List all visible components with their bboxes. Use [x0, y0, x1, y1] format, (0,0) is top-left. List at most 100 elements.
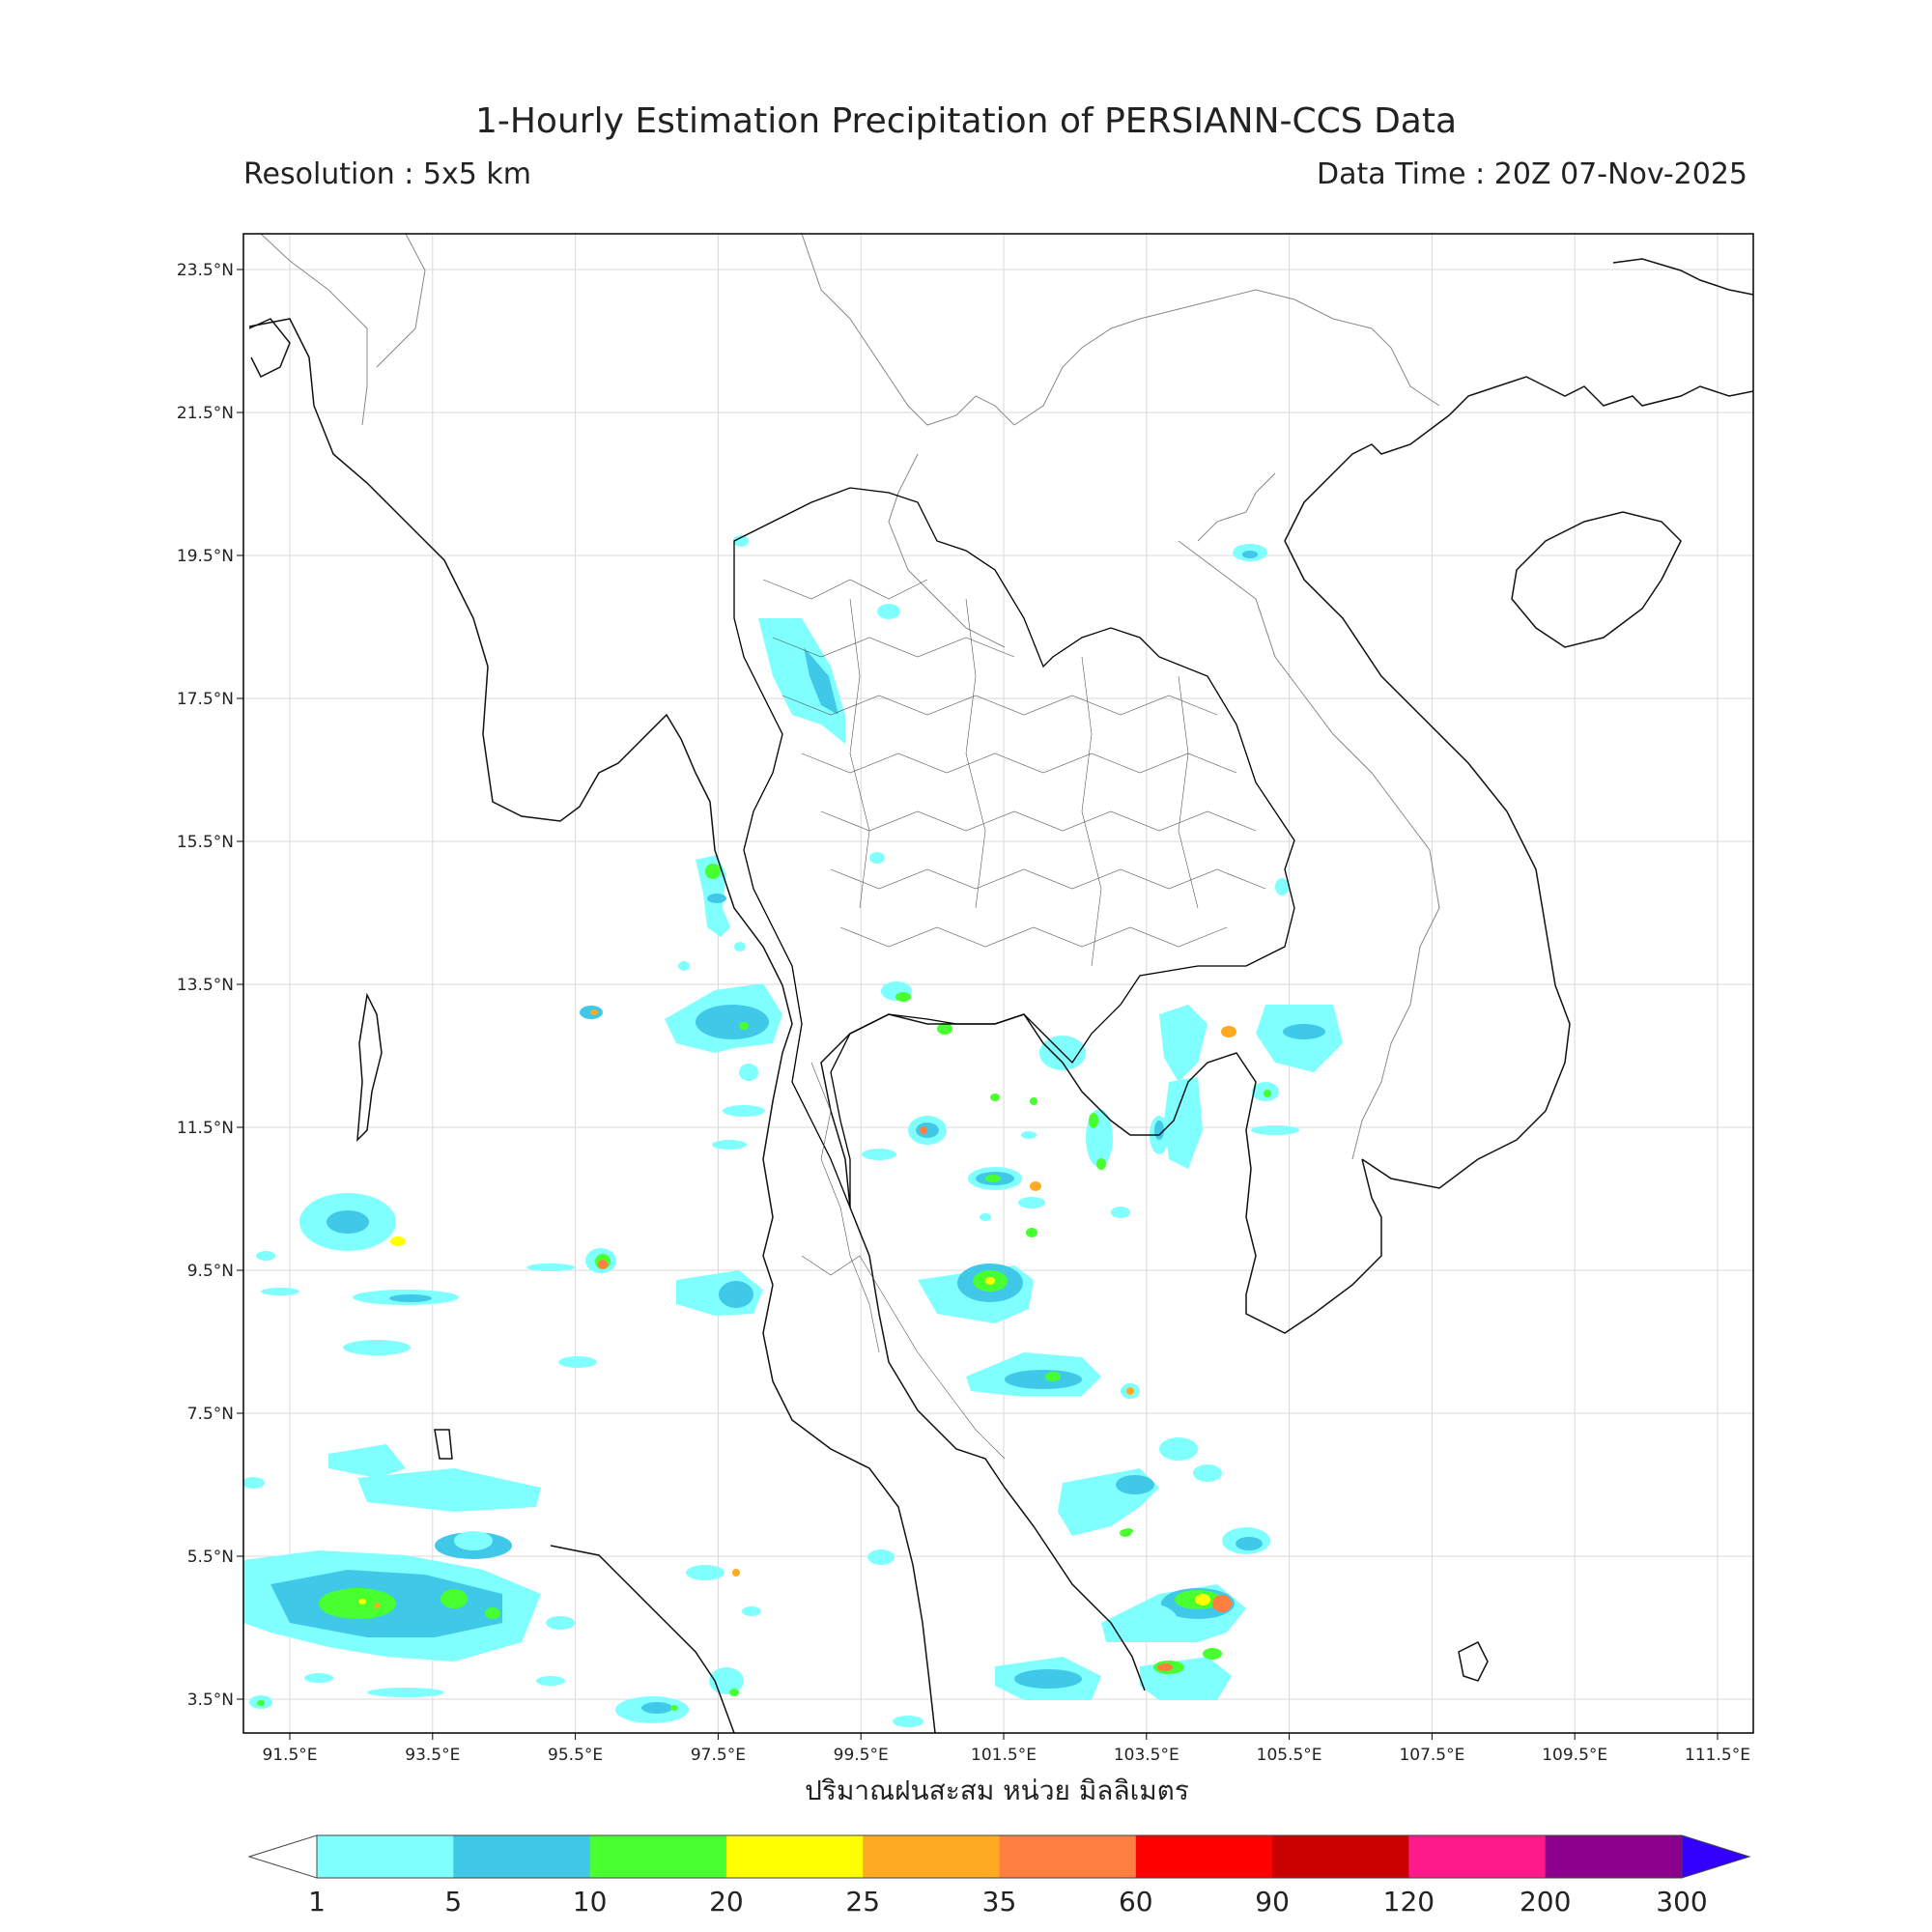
hainan: [1511, 511, 1682, 648]
lat-tick-label: 9.5°N: [187, 1262, 234, 1281]
rain-area: [1126, 1387, 1134, 1395]
bangladesh-coast: [248, 318, 291, 379]
lat-tick-label: 3.5°N: [187, 1690, 234, 1710]
lat-tick-label: 19.5°N: [177, 547, 234, 566]
longitude-labels: 91.5°E 93.5°E 95.5°E 97.5°E 99.5°E 101.5°E 103…: [262, 1733, 1750, 1765]
rain-area: [1005, 1370, 1082, 1389]
lat-tick-label: 15.5°N: [177, 833, 234, 852]
rain-area: [1096, 1158, 1106, 1170]
rain-area: [696, 1005, 769, 1039]
rain-area: [590, 1009, 598, 1015]
rain-area: [304, 1673, 333, 1683]
rain-area: [1212, 1595, 1232, 1612]
colorbar-over-arrow: [1681, 1834, 1751, 1879]
colorbar-segment: [863, 1835, 1000, 1878]
rain-area: [985, 1277, 995, 1285]
rain-area: [686, 1565, 724, 1580]
rain-area: [877, 604, 900, 619]
thailand-districts: [762, 579, 1266, 1460]
rain-area: [1164, 1077, 1203, 1169]
rain-area: [1121, 1604, 1179, 1642]
rain-area: [1242, 551, 1258, 558]
lon-tick-label: 111.5°E: [1685, 1746, 1750, 1765]
rain-area: [732, 1569, 740, 1577]
colorbar-tick-label: 60: [1119, 1886, 1153, 1918]
rain-area: [1018, 1197, 1045, 1208]
thai-peninsula-west: [762, 1284, 936, 1733]
rain-area: [1089, 1113, 1098, 1128]
rain-area: [243, 1477, 265, 1489]
rain-area: [739, 1064, 758, 1081]
coastlines: [248, 258, 1753, 1733]
rain-area: [1021, 1131, 1037, 1139]
lat-tick-label: 13.5°N: [177, 976, 234, 995]
rain-area: [733, 535, 749, 547]
rain-area: [920, 1126, 927, 1134]
vietnam-coast: [1284, 376, 1753, 1189]
rain-area: [1283, 1024, 1325, 1039]
colorbar-tick-label: 10: [573, 1886, 608, 1918]
rain-area: [1030, 1097, 1037, 1105]
rain-area: [1236, 1537, 1263, 1550]
rain-area: [895, 992, 911, 1002]
colorbar-tick-label: 20: [709, 1886, 744, 1918]
lat-tick-label: 23.5°N: [177, 261, 234, 280]
rain-area: [990, 1094, 1000, 1101]
rain-area: [1193, 1464, 1222, 1482]
lon-tick-label: 109.5°E: [1542, 1746, 1607, 1765]
rain-area: [742, 1606, 761, 1616]
lat-tick-label: 11.5°N: [177, 1119, 234, 1138]
map-frame: [242, 233, 1754, 1734]
colorbar-tick-label: 25: [845, 1886, 880, 1918]
rain-area: [1116, 1475, 1154, 1494]
rain-area: [1195, 1594, 1210, 1605]
lon-tick-label: 101.5°E: [971, 1746, 1037, 1765]
rain-area: [256, 1251, 275, 1261]
rain-area: [526, 1264, 575, 1271]
rain-area: [390, 1236, 406, 1246]
lon-tick-label: 91.5°E: [262, 1746, 317, 1765]
rain-area: [1014, 1669, 1082, 1689]
map-title: 1-Hourly Estimation Precipitation of PER…: [474, 101, 1458, 141]
colorbar-tick-label: 120: [1383, 1886, 1435, 1918]
nicobar: [434, 1429, 453, 1460]
colorbar-segment: [317, 1835, 454, 1878]
rain-area: [723, 1105, 765, 1117]
latitude-labels: 23.5°N 21.5°N 19.5°N 17.5°N 15.5°N 13.5°N 11.5…: [177, 261, 243, 1710]
rain-area: [1030, 1181, 1041, 1191]
rain-area: [374, 1603, 380, 1608]
colorbar: 1 5 10 20 25 35 60 90 120 200 300: [247, 1834, 1751, 1918]
lon-tick-label: 103.5°E: [1114, 1746, 1179, 1765]
rain-area: [937, 1023, 952, 1035]
lat-tick-label: 7.5°N: [187, 1405, 234, 1424]
lon-tick-label: 107.5°E: [1399, 1746, 1464, 1765]
x-axis-label: ปริมาณฝนสะสม หน่วย มิลลิเมตร: [805, 1775, 1189, 1806]
country-borders: [260, 234, 1440, 1160]
rain-area: [319, 1588, 396, 1619]
rain-area: [454, 1531, 493, 1550]
rain-area: [389, 1294, 432, 1302]
rain-area: [641, 1702, 672, 1714]
rain-area: [678, 961, 690, 971]
colorbar-tick-label: 1: [308, 1886, 326, 1918]
rain-area: [985, 1175, 1001, 1182]
rain-area: [343, 1340, 411, 1355]
rain-area: [485, 1607, 500, 1619]
rain-area: [1123, 1528, 1133, 1534]
rain-area: [734, 942, 746, 952]
colorbar-segment: [999, 1835, 1137, 1878]
colorbar-segment: [589, 1835, 727, 1878]
rain-area: [1045, 1372, 1061, 1381]
colorbar-tick-label: 90: [1255, 1886, 1290, 1918]
rain-area: [804, 647, 838, 715]
rain-area: [440, 1589, 468, 1608]
lat-tick-label: 5.5°N: [187, 1548, 234, 1567]
rain-area: [729, 1689, 739, 1696]
data-time-label: Data Time : 20Z 07-Nov-2025: [1317, 157, 1747, 191]
lon-tick-label: 99.5°E: [834, 1746, 889, 1765]
rain-area: [1154, 1121, 1164, 1140]
lat-tick-label: 17.5°N: [177, 690, 234, 709]
gulf-thailand-coast: [820, 1013, 1382, 1334]
andaman-islands: [356, 992, 383, 1142]
rain-area: [1251, 1125, 1299, 1135]
